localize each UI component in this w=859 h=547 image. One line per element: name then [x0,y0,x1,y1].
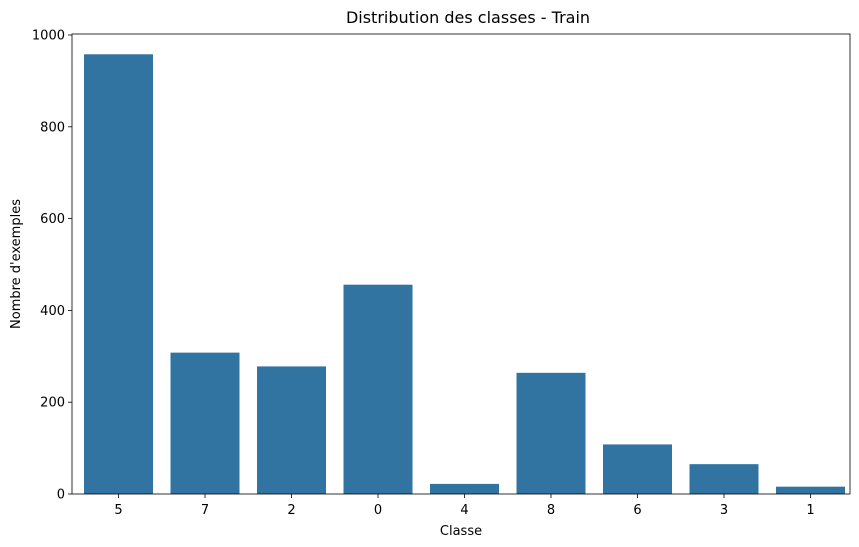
x-tick-label: 0 [374,503,382,518]
y-tick-label: 600 [40,212,65,227]
y-tick-label: 200 [40,396,65,411]
bars-group [84,54,845,494]
x-tick-label: 4 [460,503,468,518]
chart-title: Distribution des classes - Train [346,8,590,27]
x-tick-label: 3 [720,503,728,518]
y-axis-ticks: 0 200 400 600 800 1000 [32,29,72,503]
bar-class-5 [84,54,153,494]
x-tick-label: 8 [547,503,555,518]
x-tick-label: 2 [287,503,295,518]
bar-class-1 [776,486,845,494]
x-tick-label: 7 [201,503,209,518]
plot-frame [71,33,851,495]
bar-class-7 [170,352,240,494]
x-tick-label: 5 [114,503,122,518]
x-axis-label: Classe [440,524,482,539]
bar-class-4 [430,483,499,494]
y-tick-label: 800 [40,120,65,135]
y-tick-label: 1000 [32,29,65,44]
x-tick-label: 6 [633,503,641,518]
x-tick-label: 1 [806,503,814,518]
y-tick-label: 400 [40,304,65,319]
bar-class-6 [603,444,672,494]
bar-class-0 [343,284,413,494]
y-tick-label: 0 [57,488,65,503]
y-axis-label: Nombre d'exemples [9,199,24,329]
bar-class-2 [257,366,326,494]
x-axis-ticks: 5 7 2 0 4 8 6 3 1 [114,494,815,518]
bar-class-8 [516,372,586,494]
bar-class-3 [689,464,759,494]
